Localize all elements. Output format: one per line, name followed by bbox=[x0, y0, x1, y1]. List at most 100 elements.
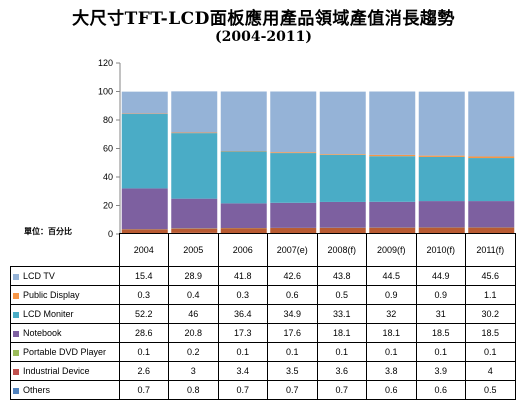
category-label: 2011(f) bbox=[465, 233, 516, 267]
series-legend-cell: Industrial Device bbox=[10, 361, 120, 381]
bar-segment bbox=[270, 152, 317, 154]
table-row: LCD TV 15.4 28.9 41.8 42.6 43.8 44.5 44.9 45.6 bbox=[10, 266, 516, 286]
data-label: 43.8 bbox=[316, 266, 367, 286]
chart-title: 大尺寸TFT-LCD面板應用產品領域產值消長趨勢 bbox=[72, 9, 455, 29]
data-label: 0.7 bbox=[316, 380, 367, 400]
series-legend-cell: Others bbox=[10, 380, 120, 400]
table-row: Others 0.7 0.8 0.7 0.7 0.7 0.6 0.6 0.5 bbox=[10, 380, 516, 400]
legend-swatch-icon bbox=[13, 349, 19, 356]
bar-segment bbox=[220, 228, 267, 234]
series-name: LCD Moniter bbox=[23, 309, 74, 319]
bar-segment bbox=[369, 201, 416, 228]
bar-segment bbox=[468, 156, 515, 159]
legend-swatch-icon bbox=[13, 368, 19, 375]
data-label: 41.8 bbox=[217, 266, 268, 286]
bar-segment bbox=[319, 227, 366, 234]
bar-segment bbox=[319, 201, 366, 228]
y-tick-label: 60 bbox=[103, 144, 113, 154]
data-label: 0.5 bbox=[465, 380, 516, 400]
data-label: 17.6 bbox=[267, 323, 318, 343]
bar-segment bbox=[121, 188, 168, 230]
data-label: 0.8 bbox=[168, 380, 219, 400]
data-label: 45.6 bbox=[465, 266, 516, 286]
data-label: 0.1 bbox=[267, 342, 318, 362]
category-label: 2010(f) bbox=[415, 233, 466, 267]
data-label: 46 bbox=[168, 304, 219, 324]
bar-segment bbox=[121, 114, 168, 189]
series-legend-cell: Portable DVD Player bbox=[10, 342, 120, 362]
series-name: Industrial Device bbox=[23, 366, 90, 376]
category-label: 2008(f) bbox=[316, 233, 367, 267]
data-label: 44.9 bbox=[415, 266, 466, 286]
data-label: 0.2 bbox=[168, 342, 219, 362]
bar-segment bbox=[171, 132, 218, 134]
bar-segment bbox=[418, 91, 465, 156]
bar-segment bbox=[171, 198, 218, 229]
data-label: 34.9 bbox=[267, 304, 318, 324]
legend-swatch-icon bbox=[13, 330, 19, 337]
bar-segment bbox=[220, 91, 267, 152]
legend-swatch-icon bbox=[13, 311, 19, 318]
data-label: 28.6 bbox=[118, 323, 169, 343]
series-name: Notebook bbox=[23, 328, 62, 338]
data-label: 0.9 bbox=[415, 285, 466, 305]
bar-segment bbox=[418, 156, 465, 202]
bar-segment bbox=[468, 158, 515, 202]
data-label: 3.4 bbox=[217, 361, 268, 381]
bar-segment bbox=[418, 201, 465, 228]
series-legend-cell: Public Display bbox=[10, 285, 120, 305]
chart-subtitle: (2004-2011) bbox=[215, 29, 312, 45]
series-legend-cell: LCD TV bbox=[10, 266, 120, 286]
data-label: 28.9 bbox=[168, 266, 219, 286]
data-label: 0.9 bbox=[366, 285, 417, 305]
series-legend-cell: LCD Moniter bbox=[10, 304, 120, 324]
bar-segment bbox=[319, 91, 366, 155]
bar-segment bbox=[369, 156, 416, 202]
bar-segment bbox=[369, 154, 416, 157]
bar-segment bbox=[468, 91, 515, 157]
y-tick-label: 20 bbox=[103, 201, 113, 211]
bar-segment bbox=[418, 227, 465, 234]
data-label: 0.1 bbox=[217, 342, 268, 362]
category-label: 2009(f) bbox=[366, 233, 417, 267]
data-label: 31 bbox=[415, 304, 466, 324]
data-label: 3.6 bbox=[316, 361, 367, 381]
legend-swatch-icon bbox=[13, 273, 19, 280]
data-label: 0.1 bbox=[118, 342, 169, 362]
data-label: 18.1 bbox=[316, 323, 367, 343]
data-label: 0.3 bbox=[217, 285, 268, 305]
data-label: 0.6 bbox=[415, 380, 466, 400]
data-label: 0.6 bbox=[267, 285, 318, 305]
category-label: 2006 bbox=[217, 233, 268, 267]
bar-segment bbox=[468, 201, 515, 228]
bar-segment bbox=[270, 228, 317, 234]
data-label: 3.9 bbox=[415, 361, 466, 381]
table-header-row: 2004 2005 2006 2007(e) 2008(f) 2009(f) 2010(f)… bbox=[10, 233, 516, 267]
legend-swatch-icon bbox=[13, 292, 19, 299]
bar-segment bbox=[171, 133, 218, 199]
data-label: 0.1 bbox=[316, 342, 367, 362]
data-label: 18.1 bbox=[366, 323, 417, 343]
bar-segment bbox=[319, 154, 366, 155]
data-table: 2004 2005 2006 2007(e) 2008(f) 2009(f) 2010(f)… bbox=[10, 233, 516, 400]
series-name: Others bbox=[23, 385, 51, 395]
data-label: 18.5 bbox=[415, 323, 466, 343]
data-label: 4 bbox=[465, 361, 516, 381]
data-label: 2.6 bbox=[118, 361, 169, 381]
table-row: Notebook 28.6 20.8 17.3 17.6 18.1 18.1 18.5 18.5 bbox=[10, 323, 516, 343]
category-label: 2007(e) bbox=[267, 233, 318, 267]
bar-segment bbox=[468, 227, 515, 234]
y-tick-label: 100 bbox=[98, 87, 113, 97]
data-label: 30.2 bbox=[465, 304, 516, 324]
data-label: 1.1 bbox=[465, 285, 516, 305]
bar-segment bbox=[270, 202, 317, 228]
bar-segment bbox=[220, 203, 267, 229]
bar-segment bbox=[270, 91, 317, 153]
data-label: 32 bbox=[366, 304, 417, 324]
table-row: LCD Moniter 52.2 46 36.4 34.9 33.1 32 31 30.2 bbox=[10, 304, 516, 324]
data-label: 3.5 bbox=[267, 361, 318, 381]
data-label: 3.8 bbox=[366, 361, 417, 381]
bar-segment bbox=[418, 155, 465, 157]
series-name: LCD TV bbox=[23, 271, 55, 281]
bar-segment bbox=[369, 91, 416, 155]
